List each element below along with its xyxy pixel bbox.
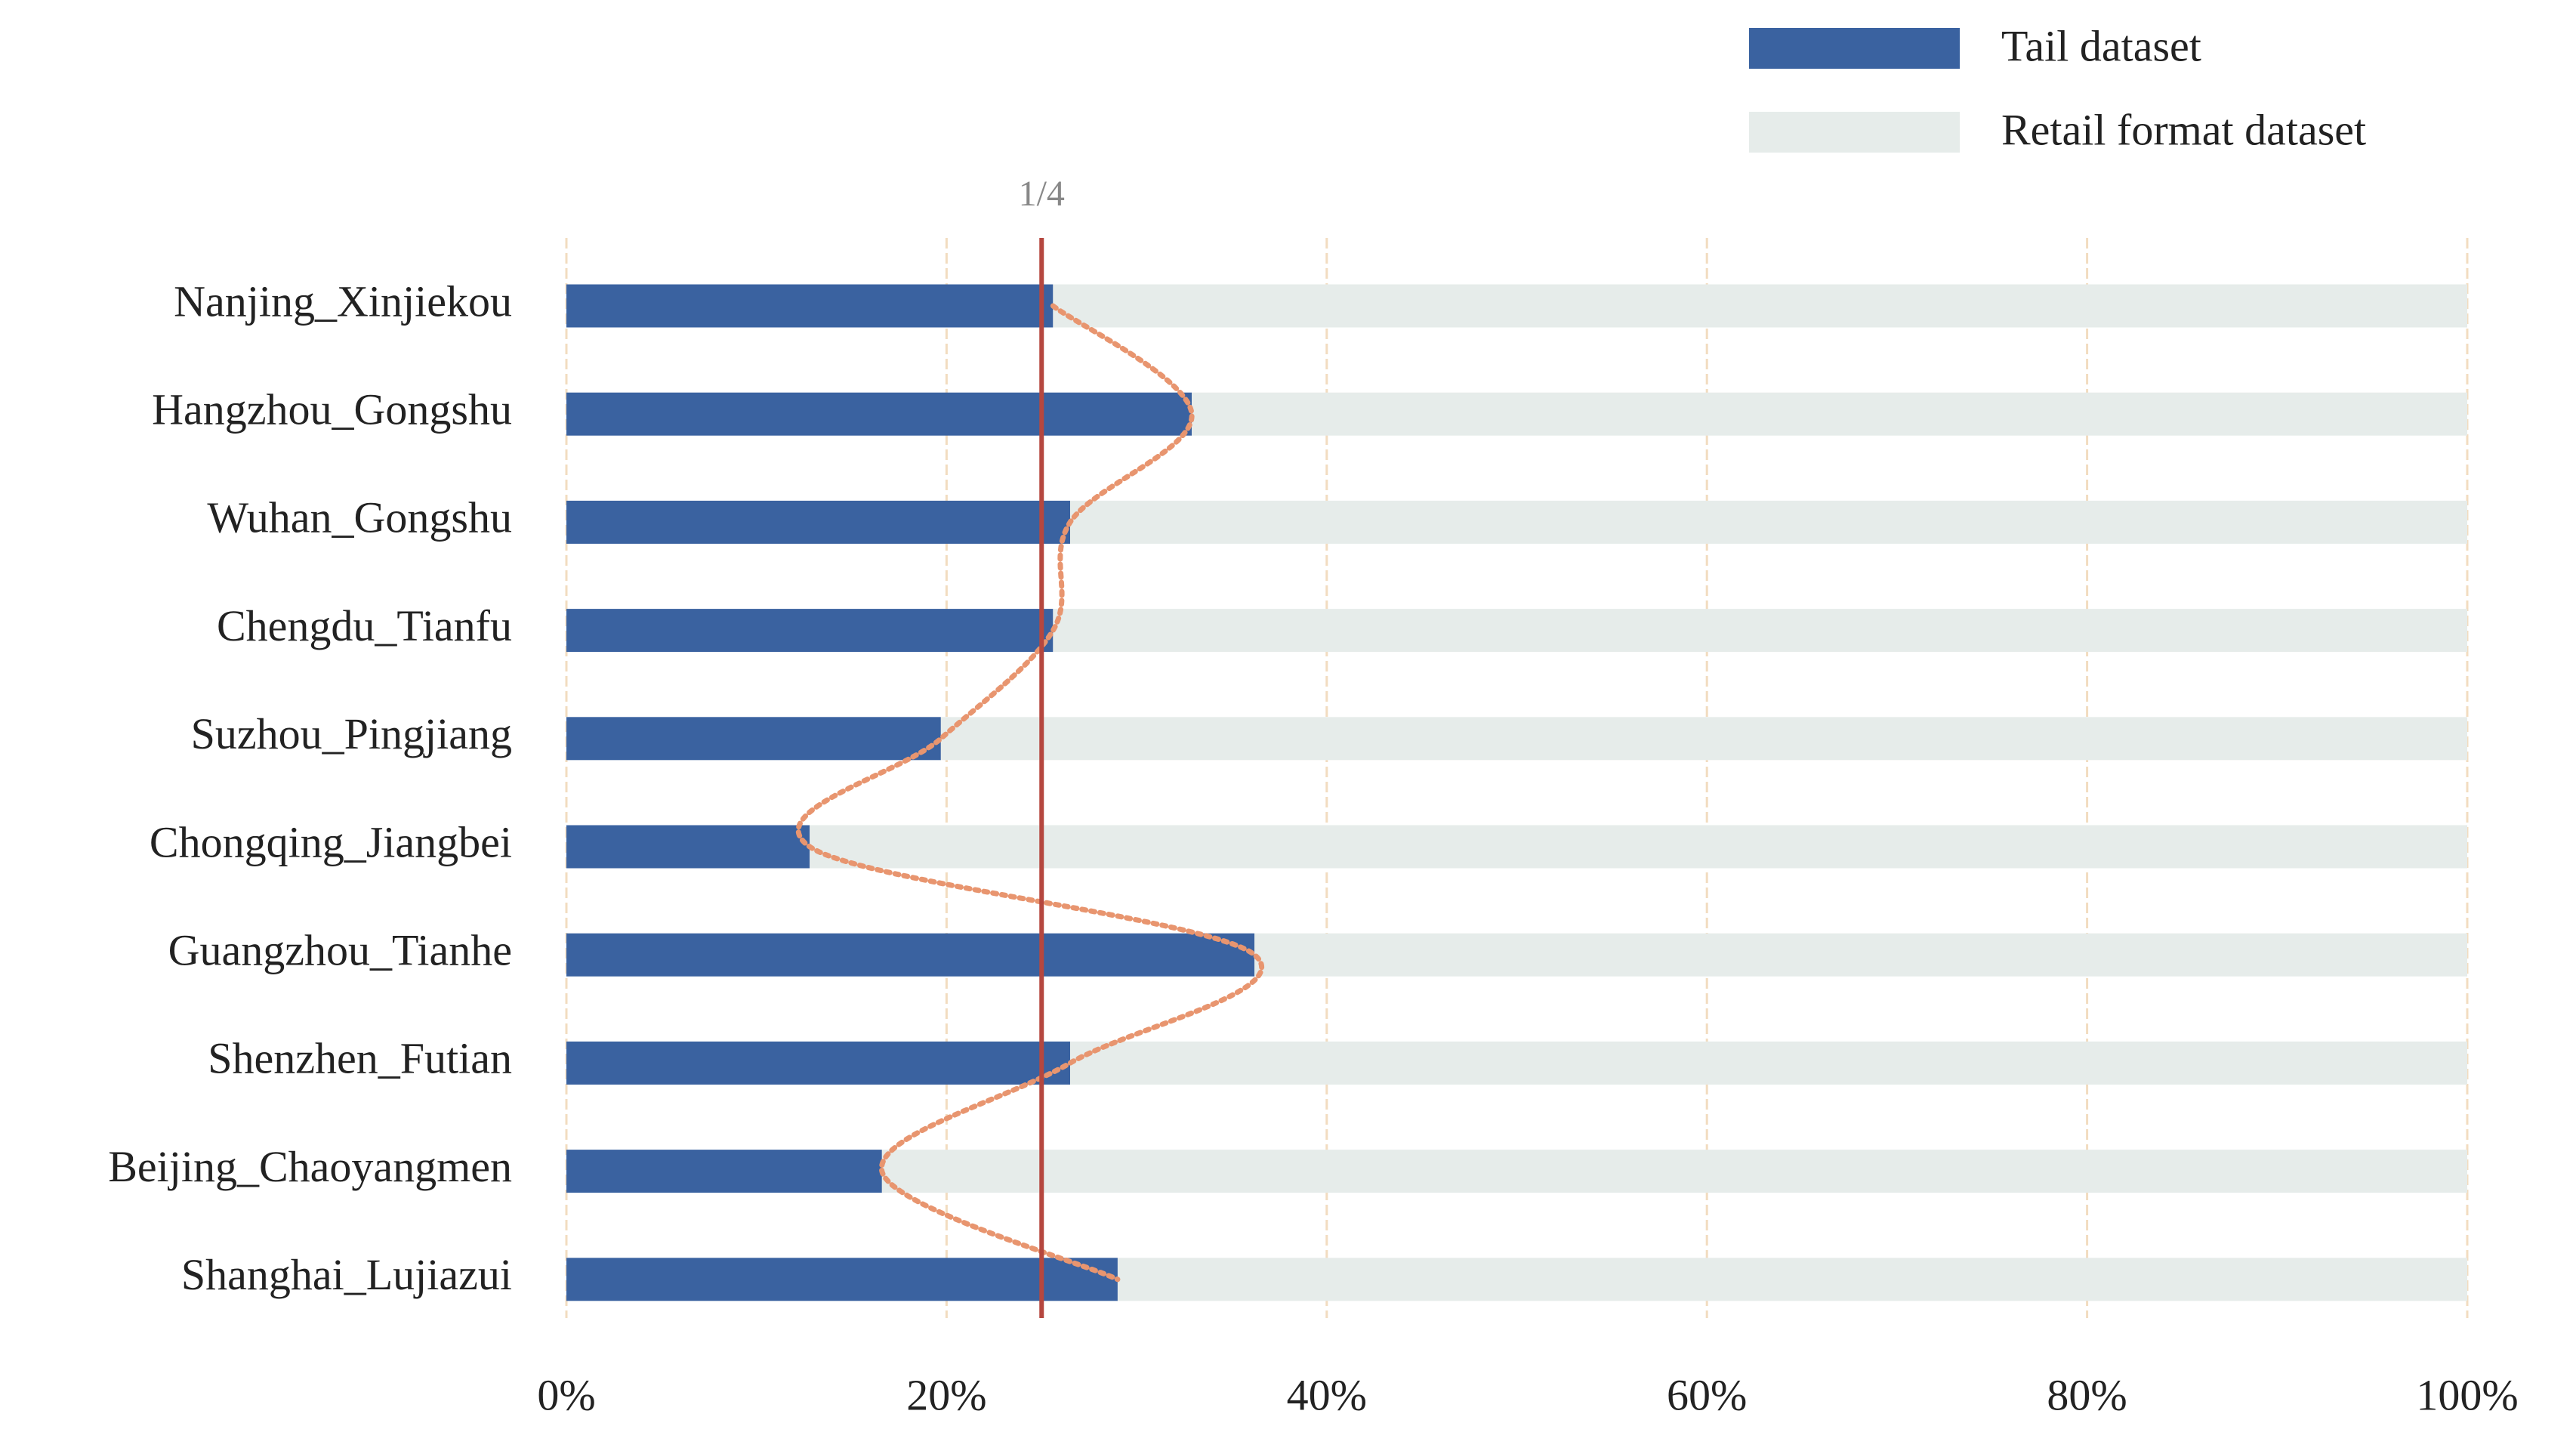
bar — [1053, 284, 2467, 328]
y-tick-label: Guangzhou_Tianhe — [168, 926, 512, 975]
legend-swatch — [1749, 112, 1960, 153]
bar — [566, 1041, 1071, 1085]
bar — [566, 500, 1071, 544]
y-tick-label: Shanghai_Lujiazui — [181, 1250, 512, 1299]
x-tick-label: 60% — [1667, 1370, 1747, 1419]
bar — [566, 933, 1255, 977]
trend-line — [795, 303, 1264, 1283]
bar — [1053, 609, 2467, 653]
bar — [1070, 500, 2467, 544]
bar — [940, 717, 2467, 761]
bar — [566, 1150, 882, 1193]
y-tick-label: Beijing_Chaoyangmen — [108, 1142, 512, 1191]
x-tick-label: 40% — [1287, 1370, 1367, 1419]
legend-label: Tail dataset — [2001, 21, 2201, 70]
y-tick-label: Wuhan_Gongshu — [207, 493, 512, 542]
y-tick-label: Chengdu_Tianfu — [217, 601, 512, 650]
bar — [1192, 392, 2467, 436]
bar — [566, 825, 810, 869]
y-tick-label: Chongqing_Jiangbei — [150, 817, 512, 866]
legend-label: Retail format dataset — [2001, 105, 2366, 154]
x-tick-label: 80% — [2047, 1370, 2127, 1419]
x-tick-label: 100% — [2416, 1370, 2518, 1419]
bar — [566, 1258, 1118, 1301]
bar — [566, 284, 1054, 328]
bar — [1070, 1041, 2467, 1085]
y-tick-label: Suzhou_Pingjiang — [191, 709, 512, 758]
x-tick-label: 20% — [906, 1370, 986, 1419]
bar — [810, 825, 2467, 869]
bar — [1254, 933, 2467, 977]
y-tick-label: Nanjing_Xinjiekou — [174, 276, 512, 326]
legend-swatch — [1749, 28, 1960, 69]
bar — [566, 392, 1192, 436]
x-tick-label: 0% — [537, 1370, 595, 1419]
bar — [1117, 1258, 2467, 1301]
y-tick-label: Shenzhen_Futian — [208, 1034, 512, 1083]
y-tick-label: Hangzhou_Gongshu — [152, 385, 512, 434]
bar — [881, 1150, 2467, 1193]
bar — [566, 717, 941, 761]
reference-label: 1/4 — [1019, 174, 1065, 214]
bar — [566, 609, 1054, 653]
